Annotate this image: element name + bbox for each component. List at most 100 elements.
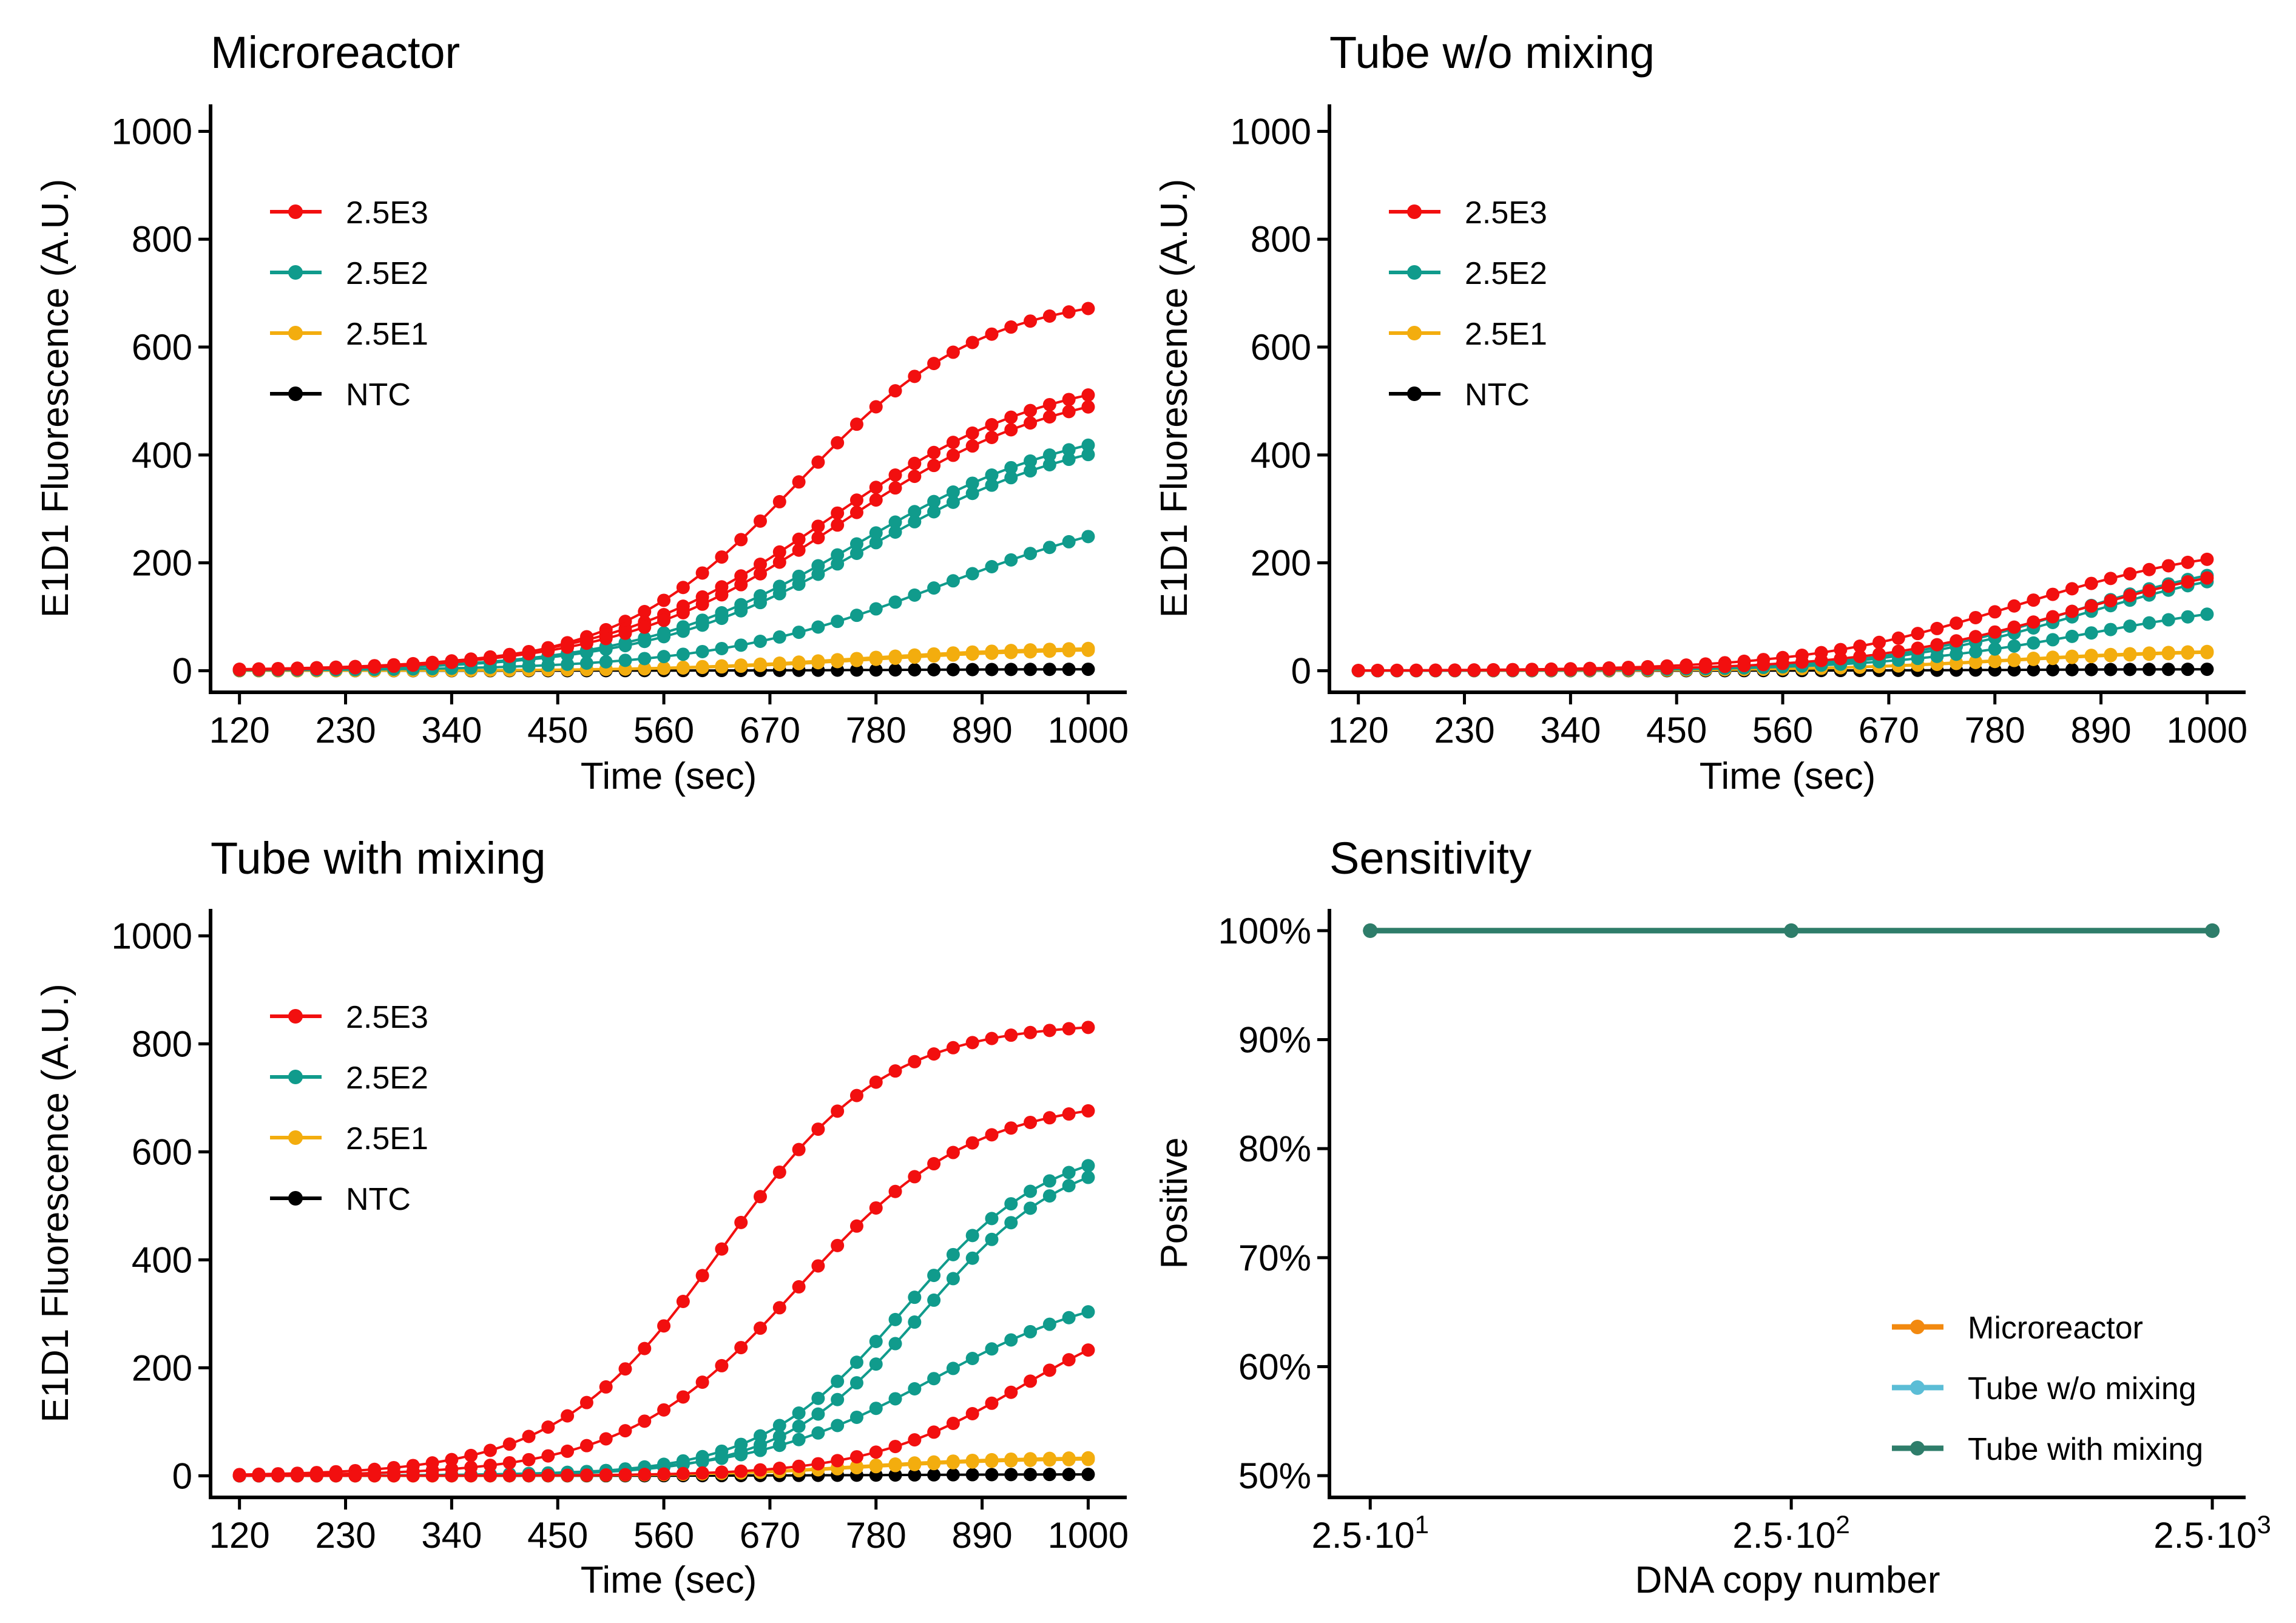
data-point: [348, 660, 362, 674]
x-tick-label: 340: [421, 1515, 482, 1556]
data-point: [2181, 663, 2195, 677]
x-tick-label: 1000: [1048, 710, 1129, 751]
data-point: [869, 1445, 883, 1459]
data-point: [754, 634, 767, 648]
data-point: [946, 495, 960, 509]
data-point: [2161, 559, 2175, 573]
data-point: [888, 1312, 902, 1326]
data-point: [831, 1419, 845, 1432]
data-point: [1968, 645, 1982, 659]
data-point: [734, 1448, 748, 1462]
data-point: [985, 1232, 999, 1246]
data-point: [927, 459, 941, 473]
legend-label: 2.5E2: [346, 256, 428, 291]
data-point: [561, 1468, 575, 1482]
x-tick-label: 560: [633, 710, 694, 751]
data-point: [1583, 663, 1597, 677]
data-point: [579, 646, 593, 660]
data-point: [541, 1468, 555, 1482]
y-tick-label: 50%: [1238, 1456, 1311, 1496]
data-point: [754, 558, 767, 572]
data-point: [869, 1460, 883, 1474]
data-point: [1062, 644, 1076, 658]
data-point: [522, 1429, 536, 1443]
legend-label: 2.5E2: [346, 1061, 428, 1096]
data-point: [1988, 655, 2002, 669]
data-point: [1680, 661, 1693, 675]
data-point: [1602, 662, 1616, 676]
data-point: [754, 1443, 767, 1457]
data-point: [1081, 400, 1095, 414]
data-point: [502, 1469, 516, 1483]
data-point: [888, 1392, 902, 1406]
data-point: [1081, 1170, 1095, 1184]
data-point: [965, 336, 979, 349]
data-point: [849, 546, 863, 560]
x-tick-label: 2.5·101: [1311, 1510, 1429, 1556]
data-point: [1024, 1324, 1038, 1338]
data-point: [1814, 653, 1828, 667]
x-tick-label: 780: [846, 1515, 907, 1556]
data-point: [849, 493, 863, 507]
data-point: [445, 1453, 459, 1466]
data-point: [869, 493, 883, 507]
data-point: [2161, 613, 2175, 627]
data-point: [772, 1462, 786, 1476]
data-point: [811, 1426, 825, 1440]
plots-layer: Microreactor Time (sec) E1D1 Fluorescence …: [35, 27, 2271, 1601]
data-point: [965, 426, 979, 440]
data-point: [522, 1453, 536, 1466]
legend-label: 2.5E1: [1465, 317, 1547, 352]
legend-key-point: [1910, 1380, 1925, 1395]
data-point: [695, 1269, 709, 1283]
data-point: [2142, 647, 2156, 661]
legend-key-point: [288, 1070, 303, 1084]
data-point: [695, 1466, 709, 1480]
data-point: [2200, 571, 2214, 585]
data-point: [2065, 663, 2079, 677]
data-point: [888, 1064, 902, 1078]
legend-key-point: [288, 326, 303, 340]
data-point: [2084, 626, 2098, 640]
data-point: [908, 1468, 922, 1482]
legend-label: 2.5E2: [1465, 256, 1547, 291]
data-point: [811, 656, 825, 670]
data-point: [368, 1469, 382, 1483]
data-point: [2123, 567, 2137, 581]
data-point: [869, 602, 883, 616]
data-point: [908, 515, 922, 528]
data-point: [657, 650, 671, 664]
x-tick-label: 120: [1328, 710, 1389, 751]
data-point: [1062, 1166, 1076, 1179]
data-point: [291, 661, 305, 675]
data-point: [1004, 1121, 1018, 1135]
data-point: [715, 550, 729, 564]
x-tick-label: 2.5·103: [2153, 1510, 2271, 1556]
panel-sensitivity: Sensitivity DNA copy number Positive 50% 60%…: [1153, 833, 2271, 1601]
panel-microreactor: Microreactor Time (sec) E1D1 Fluorescence …: [35, 27, 1129, 797]
data-point: [2007, 639, 2021, 653]
data-point: [811, 620, 825, 634]
data-point: [965, 1136, 979, 1150]
data-point: [1853, 650, 1867, 664]
data-point: [271, 662, 285, 676]
data-point: [561, 657, 575, 671]
data-point: [985, 1454, 999, 1468]
data-point: [1081, 1159, 1095, 1173]
data-point: [1024, 1115, 1038, 1129]
data-point: [657, 1403, 671, 1417]
x-tick-label: 890: [952, 710, 1013, 751]
series-tube_with_mixing: [1363, 923, 2220, 938]
x-tick-label: 450: [527, 710, 588, 751]
data-point: [599, 632, 613, 646]
data-point: [2065, 629, 2079, 643]
data-point: [2161, 663, 2175, 677]
data-point: [1950, 616, 1963, 630]
y-tick-label: 800: [1251, 219, 1311, 260]
data-point: [888, 1184, 902, 1198]
data-point: [792, 1406, 806, 1420]
data-point: [1024, 1201, 1038, 1215]
data-point: [657, 593, 671, 607]
data-point: [869, 663, 883, 677]
series-2.5E3: [232, 400, 1095, 677]
